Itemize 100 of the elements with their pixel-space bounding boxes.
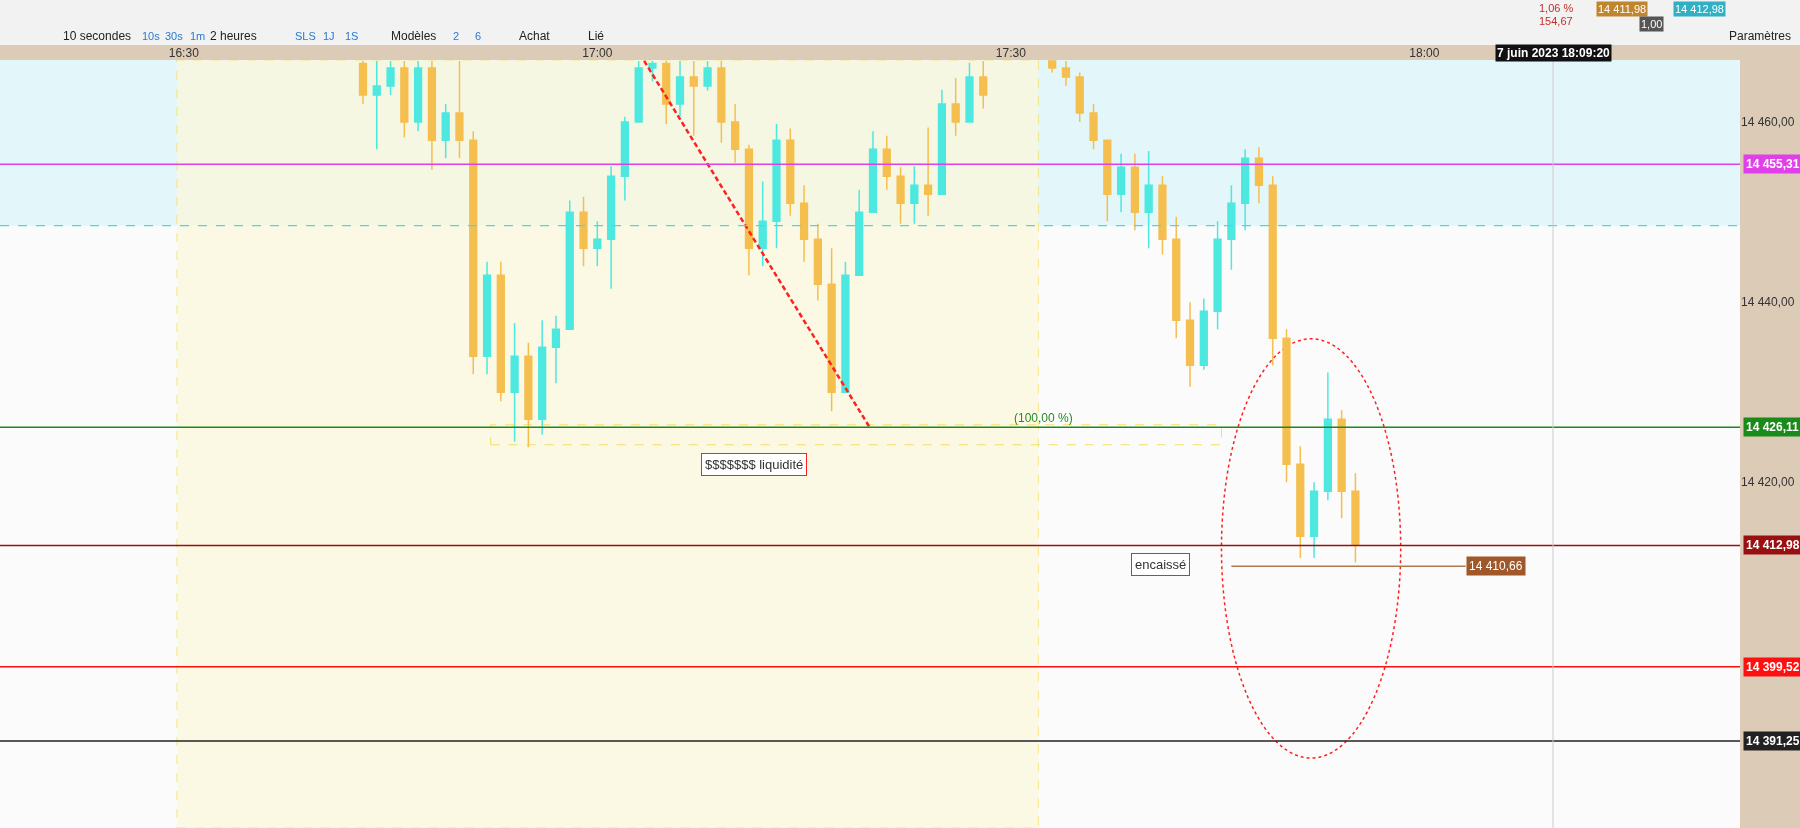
candlestick [606, 165, 616, 290]
candlestick [482, 260, 492, 375]
candlestick [620, 115, 629, 202]
candlestick [579, 196, 588, 267]
candlestick [648, 60, 657, 83]
candlestick [965, 61, 974, 123]
candlestick [1185, 301, 1195, 388]
candlestick [386, 60, 395, 96]
candlestick [496, 260, 505, 402]
ref-line-label: 14 412,98 [1746, 538, 1800, 552]
candlestick [551, 314, 561, 384]
candlestick [441, 103, 450, 159]
candlestick [827, 247, 836, 412]
text: 10s [142, 30, 161, 42]
text: 30s [165, 30, 184, 42]
text: 2 heures [210, 29, 257, 43]
candlestick [1144, 150, 1153, 249]
candlestick [799, 184, 809, 263]
x-tick-label: 17:30 [995, 45, 1027, 60]
candlestick [358, 60, 368, 105]
candlestick [703, 60, 712, 92]
text: 14 411,98 [1598, 3, 1647, 15]
ref-line-label: 14 391,25 [1746, 734, 1800, 748]
candlestick [979, 60, 988, 110]
candlestick [896, 166, 905, 225]
x-tick-label: 18:00 [1409, 45, 1440, 60]
text: 6 [475, 30, 482, 42]
text: Lié [588, 29, 605, 43]
annotation: $$$$$$$ liquidité [705, 457, 804, 472]
text: 1,06 % [1539, 2, 1574, 14]
text: Paramètres [1729, 29, 1792, 43]
candlestick [1282, 328, 1291, 484]
y-tick-label: 14 460,00 [1741, 115, 1795, 130]
annotation: 14 410,66 [1469, 559, 1523, 573]
text: 1,00 [1641, 18, 1663, 30]
candlestick [1116, 152, 1126, 213]
candlestick [772, 123, 781, 249]
candlestick [413, 60, 423, 132]
candlestick [565, 199, 574, 330]
candlestick [675, 60, 685, 118]
candlestick [1158, 175, 1167, 256]
text: 14 412,98 [1675, 3, 1724, 15]
candlestick [951, 77, 960, 137]
ref-line-label: 14 455,31 [1746, 157, 1800, 171]
text: 1m [190, 30, 206, 42]
candlestick [1309, 481, 1319, 559]
candlestick [1351, 472, 1360, 564]
candlestick [882, 134, 891, 191]
candlestick [813, 223, 822, 302]
candlestick [731, 103, 740, 164]
ref-line-label: 14 399,52 [1746, 660, 1800, 674]
x-tick-label: 17:00 [582, 45, 613, 60]
candlestick [662, 60, 671, 125]
candlestick [634, 60, 643, 123]
y-tick-label: 14 440,00 [1741, 295, 1795, 310]
candlestick [689, 60, 698, 137]
candlestick [455, 60, 464, 159]
candlestick [1199, 297, 1208, 371]
candlestick [1241, 148, 1250, 231]
candlestick [1296, 445, 1305, 559]
text: Modèles [391, 29, 437, 43]
candlestick [1227, 184, 1236, 271]
candlestick [1061, 60, 1071, 87]
text: 2 [453, 30, 460, 42]
candlestick [1089, 103, 1098, 150]
y-tick-label: 14 420,00 [1741, 475, 1795, 490]
candlestick [841, 260, 850, 393]
candlestick [538, 319, 547, 436]
x-tick-label: 16:30 [168, 45, 200, 60]
candlestick [910, 165, 919, 225]
text: SLS [295, 30, 316, 42]
candlestick [924, 126, 933, 217]
text: Achat [519, 29, 551, 43]
candlestick [1323, 371, 1332, 502]
candlestick [510, 322, 519, 443]
candlestick [868, 130, 878, 213]
annotation: (100,00 %) [1014, 411, 1073, 425]
text: 10 secondes [63, 29, 132, 43]
candlestick [1172, 215, 1181, 339]
candlestick [1048, 60, 1057, 74]
candlestick [1213, 220, 1222, 330]
candlestick [786, 127, 795, 217]
candlestick [1337, 409, 1346, 520]
candlestick [744, 143, 754, 276]
candlestick [1130, 152, 1140, 231]
candlestick [372, 60, 381, 150]
text: 1S [345, 30, 359, 42]
candlestick [1254, 146, 1264, 204]
text: 1J [323, 30, 335, 42]
text: 154,67 [1539, 15, 1573, 27]
candlestick [937, 88, 947, 195]
ref-line-label: 7 juin 2023 18:09:20 [1497, 46, 1611, 60]
candlestick [1075, 71, 1084, 123]
candlestick [717, 60, 726, 144]
candlestick [855, 188, 864, 276]
ref-line-label: 14 426,11 [1746, 420, 1800, 434]
candlestick [400, 60, 409, 139]
candlestick [524, 341, 533, 448]
candlestick [469, 130, 478, 375]
candlestick [593, 220, 602, 267]
